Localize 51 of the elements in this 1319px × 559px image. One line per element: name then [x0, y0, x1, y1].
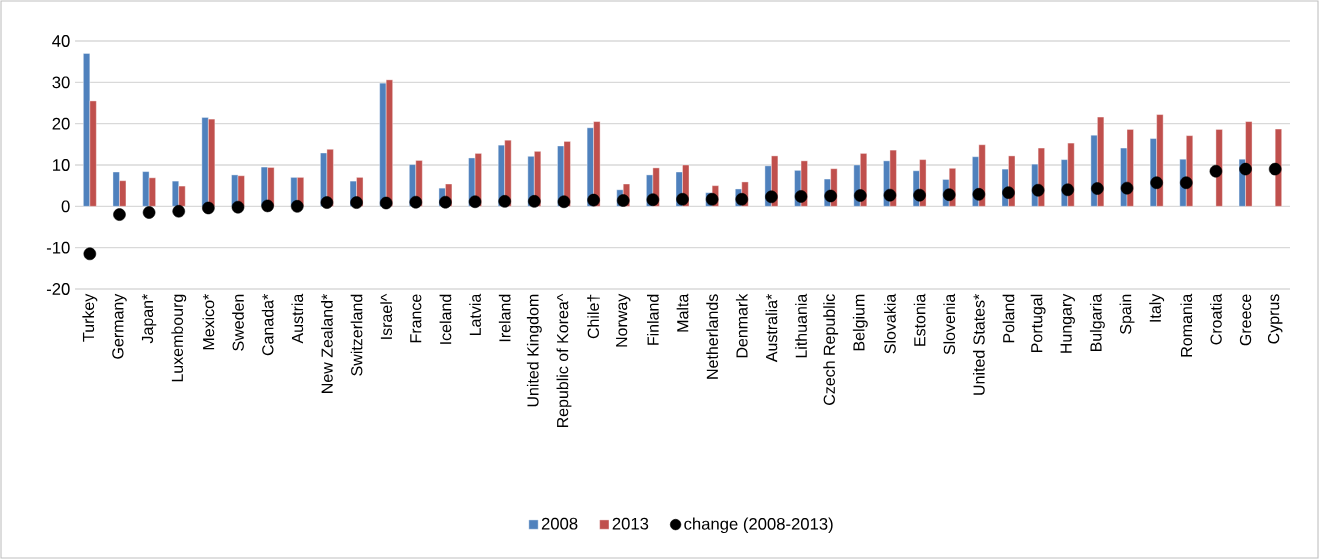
x-tick-label: Latvia	[469, 293, 481, 336]
x-tick-label: Italy	[1149, 293, 1165, 322]
x-tick-label: Lithuania	[795, 293, 807, 358]
x-tick-label: Japan*	[141, 293, 157, 344]
x-tick-label: Mexico*	[202, 293, 215, 350]
y-tick-label: -10	[46, 241, 70, 254]
x-tick-label: France	[410, 294, 422, 343]
y-tick-label: 30	[52, 76, 70, 89]
x-tick-label: Luxembourg	[171, 294, 187, 382]
x-tick-label: Estonia	[913, 293, 926, 346]
x-tick-label: Germany	[112, 293, 127, 359]
x-tick-label: Canada*	[261, 293, 274, 356]
x-tick-label: Croatia	[1210, 293, 1222, 345]
x-tick-label: Cyprus	[1267, 294, 1283, 344]
x-tick-label: Sweden	[232, 294, 244, 351]
y-tick-label: -20	[46, 283, 70, 295]
x-tick-label: Poland	[1002, 294, 1015, 343]
x-tick-label: Portugal	[1030, 294, 1046, 352]
x-tick-label: Belgium	[852, 294, 868, 351]
x-tick-label: Chile†	[587, 294, 600, 339]
legend-label: 2013	[612, 517, 649, 530]
x-tick-label: Republic of Korea^	[556, 293, 572, 428]
x-tick-label: Iceland	[439, 294, 452, 344]
x-tick-label: Australia*	[765, 293, 778, 363]
x-tick-label: Slovakia	[884, 293, 896, 354]
x-tick-label: Netherlands	[706, 294, 719, 379]
x-tick-label: Norway	[616, 293, 631, 347]
y-tick-label: 20	[52, 117, 70, 130]
legend-label: change (2008-2013)	[684, 517, 833, 534]
y-tick-label: 0	[61, 200, 70, 213]
x-tick-label: Ireland	[498, 294, 511, 342]
y-tick-label: 40	[52, 35, 70, 47]
x-tick-label: Hungary	[1060, 293, 1075, 353]
y-tick-label: 10	[53, 159, 70, 171]
x-tick-label: Denmark	[735, 293, 748, 358]
x-tick-label: New Zealand*	[321, 293, 333, 393]
x-tick-label: Austria	[291, 293, 304, 344]
x-tick-label: Slovenia	[943, 293, 956, 355]
x-tick-label: Greece	[1239, 294, 1252, 346]
x-tick-label: United Kingdom	[526, 294, 542, 407]
x-tick-label: Czech Republic	[823, 294, 839, 405]
x-tick-label: Spain	[1119, 294, 1135, 334]
x-tick-label: Romania	[1180, 293, 1193, 357]
x-tick-label: Turkey	[82, 293, 98, 342]
x-tick-label: Bulgaria	[1089, 293, 1105, 352]
x-tick-label: Malta	[676, 293, 689, 332]
legend-label: 2008	[541, 517, 578, 530]
x-tick-label: United States*	[972, 293, 985, 395]
x-tick-label: Finland	[647, 294, 659, 345]
x-tick-label: Switzerland	[350, 294, 363, 376]
x-tick-label: Israel^	[380, 293, 393, 339]
